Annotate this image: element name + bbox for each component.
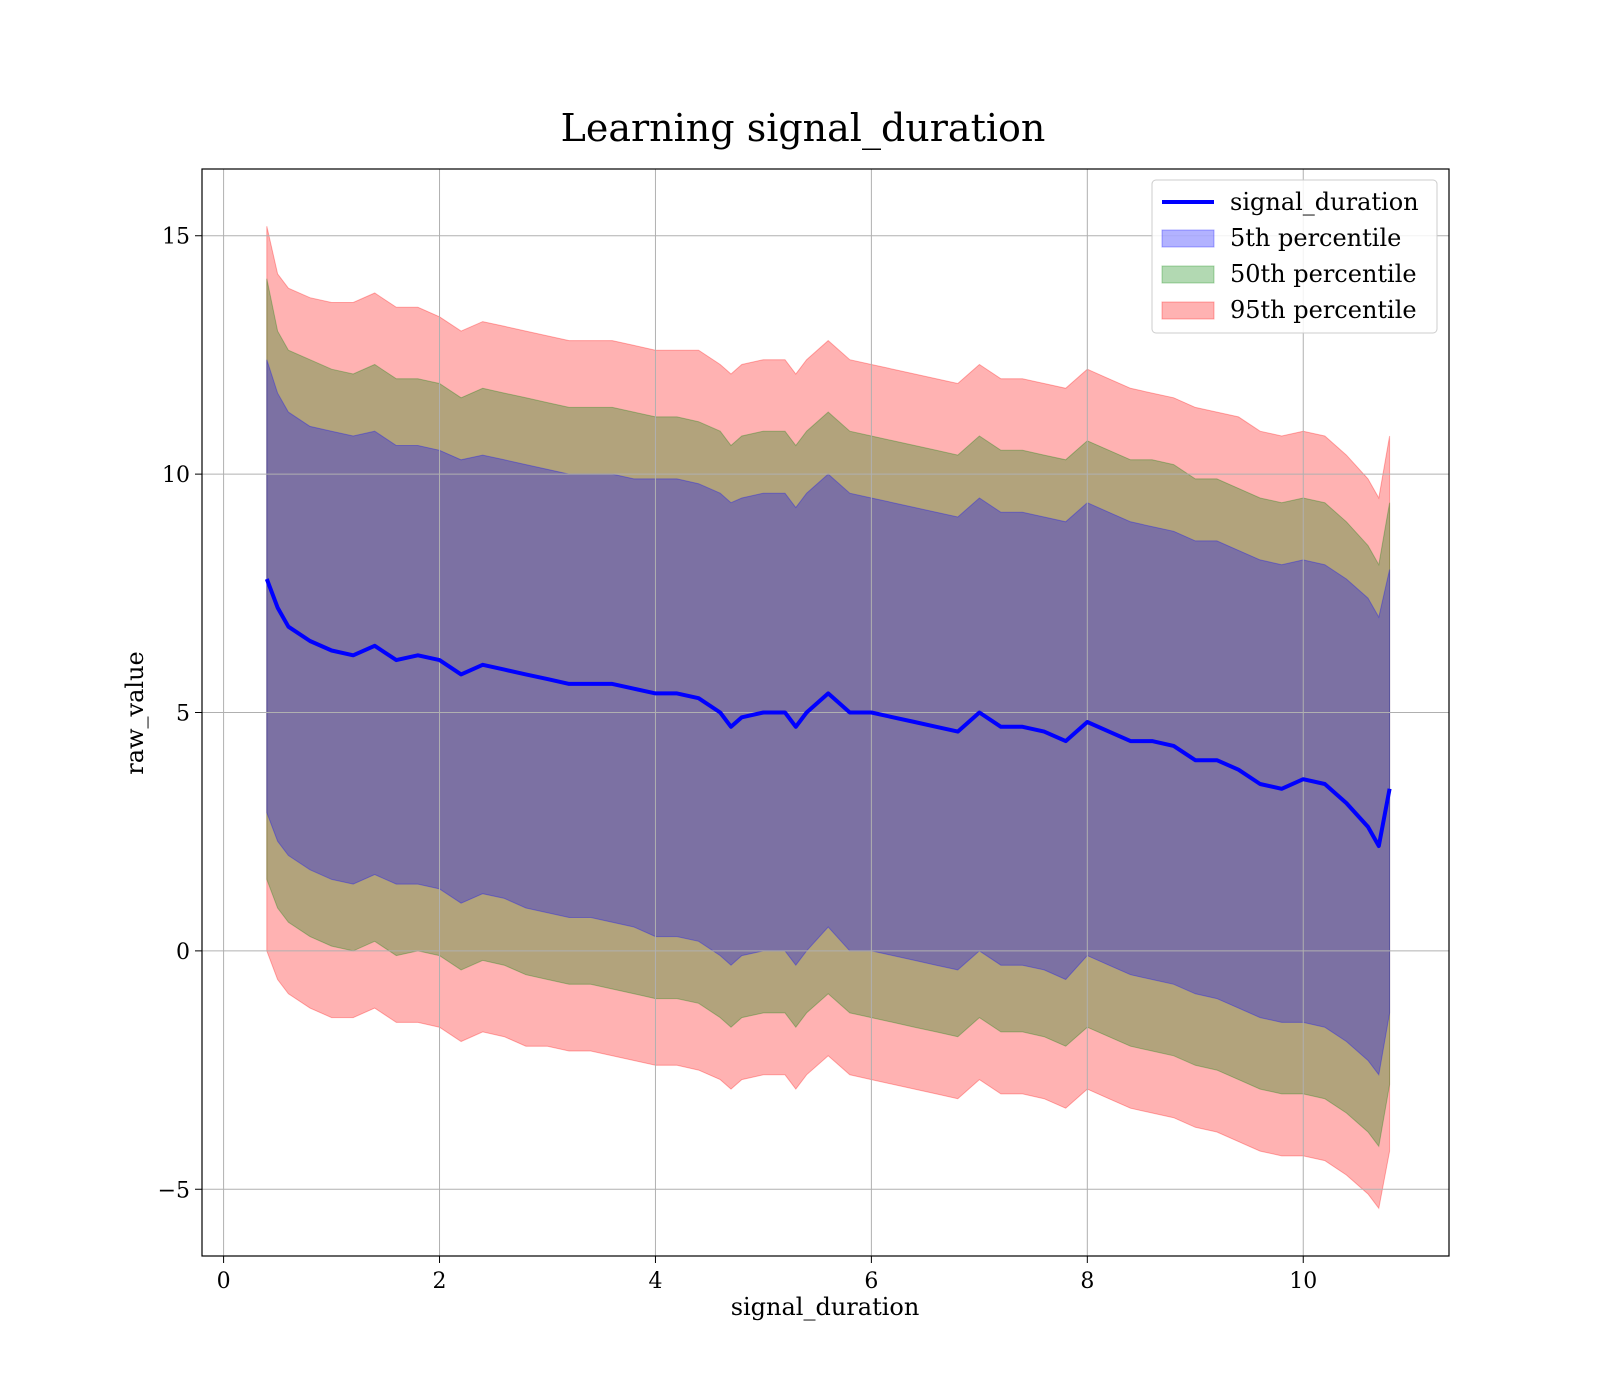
- legend-swatch-95th-percentile: [1161, 301, 1215, 320]
- x-tick-label: 0: [217, 1269, 231, 1294]
- legend: signal_duration 5th percentile 50th percen…: [1151, 179, 1438, 334]
- x-tick-label: 2: [433, 1269, 447, 1294]
- x-tick-label: 8: [1080, 1269, 1094, 1294]
- x-tick-label: 4: [648, 1269, 662, 1294]
- legend-label-95th-percentile: 95th percentile: [1230, 296, 1417, 324]
- y-tick-label: 0: [176, 940, 190, 965]
- legend-box: [1151, 179, 1438, 334]
- percentile-bands: [266, 226, 1391, 1210]
- x-axis-ticks: 0 2 4 6 8 10: [217, 1256, 1317, 1294]
- legend-label-signal-duration: signal_duration: [1230, 188, 1419, 216]
- y-tick-label: 15: [162, 225, 190, 250]
- y-axis-ticks: −5 0 5 10 15: [158, 225, 202, 1203]
- legend-label-50th-percentile: 50th percentile: [1230, 260, 1417, 288]
- series-lines: [264, 578, 1392, 848]
- y-tick-label: 5: [176, 702, 190, 727]
- x-tick-label: 6: [864, 1269, 878, 1294]
- x-axis-label: signal_duration: [731, 1293, 920, 1321]
- plot-area: [201, 168, 1450, 1257]
- y-axis-label: raw_value: [121, 651, 149, 775]
- y-tick-label: −5: [158, 1178, 190, 1203]
- legend-swatch-5th-percentile: [1161, 229, 1215, 248]
- y-tick-label: 10: [162, 463, 190, 488]
- line-signal-duration: [264, 578, 1392, 848]
- legend-label-5th-percentile: 5th percentile: [1230, 224, 1401, 252]
- chart-title: Learning signal_duration: [561, 106, 1046, 151]
- x-tick-label: 10: [1289, 1269, 1317, 1294]
- legend-swatch-50th-percentile: [1161, 265, 1215, 284]
